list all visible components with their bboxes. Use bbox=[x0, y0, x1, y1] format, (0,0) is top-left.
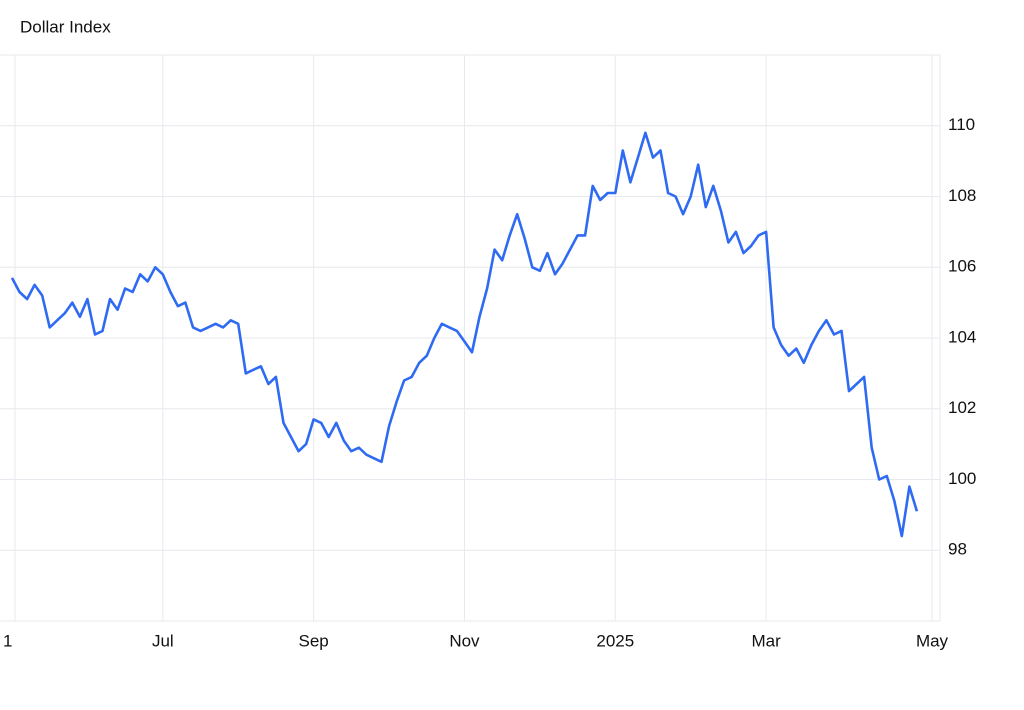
x-tick-label: Nov bbox=[449, 631, 480, 650]
x-tick-label: Jul bbox=[152, 631, 174, 650]
y-tick-label: 100 bbox=[948, 469, 976, 488]
x-tick-label: Mar bbox=[751, 631, 781, 650]
y-tick-label: 106 bbox=[948, 257, 976, 276]
y-tick-label: 104 bbox=[948, 327, 976, 346]
x-tick-label: May bbox=[916, 631, 949, 650]
x-tick-label: 1 bbox=[3, 631, 12, 650]
y-tick-label: 110 bbox=[948, 115, 975, 134]
x-tick-label: 2025 bbox=[596, 631, 634, 650]
y-tick-label: 102 bbox=[948, 398, 976, 417]
x-tick-label: Sep bbox=[299, 631, 329, 650]
data-line bbox=[10, 131, 919, 538]
y-tick-label: 98 bbox=[948, 540, 967, 559]
chart-title: Dollar Index bbox=[20, 17, 111, 36]
y-tick-label: 108 bbox=[948, 186, 976, 205]
